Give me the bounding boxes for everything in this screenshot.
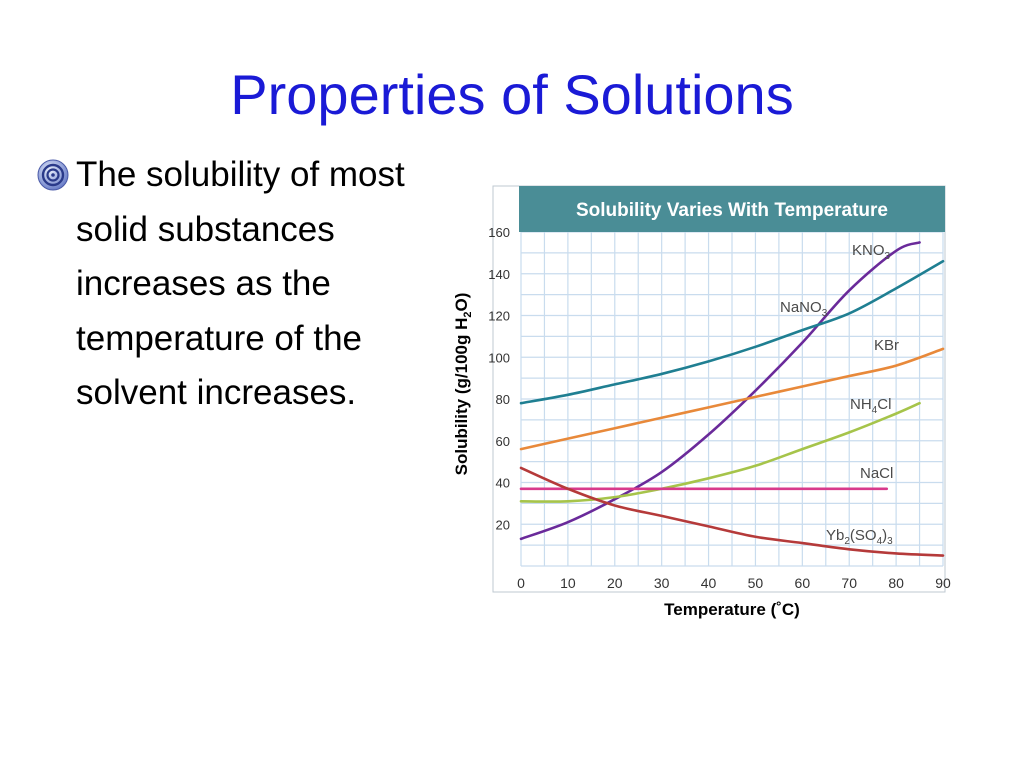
y-tick-label: 100 — [488, 350, 510, 365]
series-label-part: 3 — [885, 251, 891, 262]
series-line-kbr — [519, 347, 945, 451]
series-label-part: (SO — [850, 527, 877, 544]
series-label-part: NH — [850, 396, 872, 413]
x-tick-label: 20 — [607, 575, 623, 591]
bullet-text: The solubility of most solid substances … — [76, 155, 405, 412]
series-line-yb2so43 — [519, 466, 945, 557]
series-label-part: 4 — [877, 536, 883, 547]
chart-grid — [520, 231, 944, 567]
series-label-part: NaCl — [860, 465, 893, 482]
y-axis-label-a: Solubility (g/100g H — [451, 317, 471, 476]
series-label-nh4cl: NH4Cl — [850, 396, 891, 416]
series-line-nano3 — [519, 259, 945, 405]
series-label-part: ) — [882, 527, 887, 544]
x-tick-label: 80 — [888, 575, 904, 591]
series-label-nano3: NaNO3 — [780, 299, 828, 319]
series-label-nacl: NaCl — [860, 465, 893, 482]
chart-title-band — [519, 186, 945, 232]
x-tick-label: 70 — [841, 575, 857, 591]
chart-header: Solubility Varies With Temperature — [519, 186, 945, 232]
series-label-yb2so43: Yb2(SO4)3 — [826, 527, 893, 547]
series-label-part: 3 — [887, 536, 893, 547]
chart-ticks: 0 10 20 30 40 50 60 70 80 90 20 40 60 80 100 120 140 160 — [488, 225, 951, 591]
series-label-part: NaNO — [780, 299, 822, 316]
y-tick-label: 140 — [488, 267, 510, 282]
series-label-part: 2 — [844, 536, 850, 547]
y-axis-label-box: Solubility (g/100g H2O) — [448, 262, 478, 506]
x-tick-label: 10 — [560, 575, 576, 591]
series-label-part: 4 — [872, 405, 878, 416]
series-label-part: KNO — [852, 242, 885, 259]
y-tick-label: 40 — [496, 476, 510, 491]
y-tick-label: 60 — [496, 434, 510, 449]
series-label-part: Cl — [877, 396, 891, 413]
y-tick-label: 80 — [496, 392, 510, 407]
series-label-kbr: KBr — [874, 337, 899, 354]
series-line-nh4cl — [519, 401, 921, 503]
y-tick-label: 120 — [488, 309, 510, 324]
series-label-part: 3 — [822, 308, 828, 319]
series-line-kno3 — [519, 241, 921, 541]
y-tick-label: 160 — [488, 225, 510, 240]
y-axis-label: Solubility (g/100g H2O) — [452, 293, 474, 476]
chart-series — [519, 241, 945, 557]
y-axis-label-b: O) — [451, 292, 471, 312]
x-tick-label: 40 — [701, 575, 717, 591]
x-tick-label: 90 — [935, 575, 951, 591]
chart-title: Solubility Varies With Temperature — [576, 200, 888, 221]
x-axis-label: Temperature (˚C) — [664, 600, 800, 619]
slide-title: Properties of Solutions — [230, 63, 794, 126]
x-tick-label: 0 — [517, 575, 525, 591]
swirl-bullet-icon — [37, 159, 69, 191]
y-axis-label-sub: 2 — [462, 311, 475, 318]
x-tick-label: 30 — [654, 575, 670, 591]
series-label-part: KBr — [874, 337, 899, 354]
series-label-part: Yb — [826, 527, 844, 544]
series-label-kno3: KNO3 — [852, 242, 891, 262]
x-tick-label: 60 — [795, 575, 811, 591]
x-tick-label: 50 — [748, 575, 764, 591]
y-tick-label: 20 — [496, 517, 510, 532]
